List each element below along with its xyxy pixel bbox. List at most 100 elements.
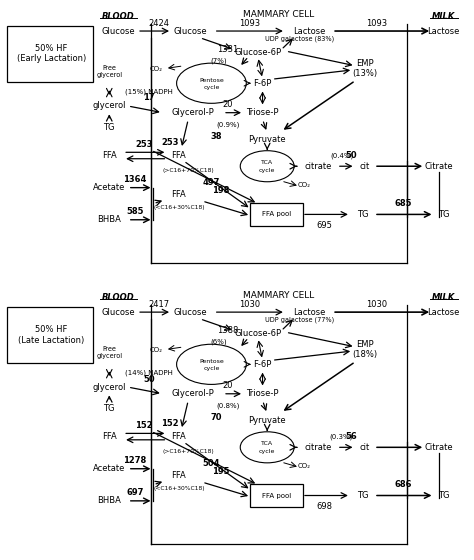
- Text: MILK: MILK: [432, 12, 456, 21]
- Text: MAMMARY CELL: MAMMARY CELL: [243, 291, 314, 300]
- Text: 2424: 2424: [149, 18, 170, 27]
- Text: Triose-P: Triose-P: [246, 108, 279, 117]
- Text: 20: 20: [222, 100, 233, 109]
- Text: TG: TG: [103, 404, 115, 413]
- FancyBboxPatch shape: [250, 484, 303, 507]
- Text: 2417: 2417: [149, 300, 170, 309]
- Text: 1388: 1388: [217, 326, 238, 335]
- Text: 695: 695: [316, 221, 332, 230]
- Text: 50: 50: [143, 375, 155, 384]
- Text: CO₂: CO₂: [298, 182, 311, 188]
- Text: (6%): (6%): [210, 338, 227, 345]
- Text: UDP galactose (77%): UDP galactose (77%): [265, 317, 334, 324]
- Text: cycle: cycle: [259, 168, 275, 172]
- Text: TG: TG: [356, 210, 368, 219]
- Text: 17: 17: [143, 94, 155, 102]
- Text: TCA: TCA: [261, 160, 273, 165]
- Text: 497: 497: [203, 178, 220, 187]
- Text: Lactose: Lactose: [428, 26, 460, 35]
- Text: 1030: 1030: [239, 300, 260, 309]
- Text: (15%) NADPH: (15%) NADPH: [125, 88, 173, 95]
- Text: (0.4%): (0.4%): [330, 152, 353, 159]
- Text: (<C16+30%C18): (<C16+30%C18): [153, 205, 205, 210]
- Text: Glucose: Glucose: [102, 307, 136, 316]
- Text: (0.9%): (0.9%): [216, 122, 239, 128]
- Text: UDP galactose (83%): UDP galactose (83%): [265, 36, 334, 43]
- Text: F-6P: F-6P: [254, 79, 272, 88]
- Text: (>C16+70%C18): (>C16+70%C18): [163, 449, 214, 454]
- Text: 1331: 1331: [217, 45, 238, 54]
- Text: MILK: MILK: [432, 293, 456, 302]
- Text: Pyruvate: Pyruvate: [248, 416, 286, 425]
- Text: Glucose-6P: Glucose-6P: [234, 48, 282, 57]
- Text: Free
glycerol: Free glycerol: [96, 65, 122, 78]
- Text: FFA: FFA: [102, 151, 117, 160]
- Text: glycerol: glycerol: [92, 382, 126, 391]
- Text: MAMMARY CELL: MAMMARY CELL: [243, 10, 314, 18]
- Text: 504: 504: [203, 459, 220, 468]
- Text: EMP
(18%): EMP (18%): [352, 340, 377, 360]
- Text: Lactose: Lactose: [428, 307, 460, 316]
- Text: 50% HF
(Late Lactation): 50% HF (Late Lactation): [18, 325, 84, 344]
- Text: 1093: 1093: [239, 18, 260, 27]
- Text: 698: 698: [316, 502, 332, 511]
- Text: 20: 20: [222, 381, 233, 390]
- Text: Glycerol-P: Glycerol-P: [172, 389, 214, 398]
- Text: (7%): (7%): [210, 57, 227, 64]
- Text: BLOOD: BLOOD: [102, 293, 135, 302]
- Text: 152: 152: [135, 422, 153, 431]
- Text: (>C16+70%C18): (>C16+70%C18): [163, 168, 214, 172]
- Text: Acetate: Acetate: [93, 464, 126, 473]
- Text: TG: TG: [438, 210, 449, 219]
- Text: 152: 152: [161, 419, 178, 428]
- Text: 38: 38: [210, 132, 222, 141]
- Text: BHBA: BHBA: [97, 215, 121, 224]
- Text: 195: 195: [212, 467, 229, 476]
- Text: citrate: citrate: [305, 443, 332, 452]
- FancyBboxPatch shape: [7, 26, 93, 82]
- Text: Pentose: Pentose: [199, 358, 224, 363]
- Text: cit: cit: [360, 162, 370, 171]
- Text: FFA: FFA: [102, 432, 117, 441]
- Text: Acetate: Acetate: [93, 183, 126, 192]
- Text: TCA: TCA: [261, 441, 273, 446]
- Text: FFA: FFA: [172, 190, 186, 199]
- Text: 697: 697: [126, 488, 144, 497]
- Text: Triose-P: Triose-P: [246, 389, 279, 398]
- Text: (14%) NADPH: (14%) NADPH: [125, 369, 173, 376]
- Text: (0.8%): (0.8%): [216, 403, 239, 409]
- Text: FFA pool: FFA pool: [262, 212, 291, 217]
- Text: 50: 50: [345, 151, 356, 160]
- Text: Glucose: Glucose: [174, 307, 207, 316]
- Text: cycle: cycle: [203, 85, 219, 90]
- Text: (0.3%): (0.3%): [330, 433, 353, 440]
- Text: CO₂: CO₂: [298, 463, 311, 469]
- Text: (<C16+30%C18): (<C16+30%C18): [153, 486, 205, 491]
- Text: glycerol: glycerol: [92, 101, 126, 110]
- Text: 685: 685: [394, 199, 412, 208]
- Text: cycle: cycle: [259, 449, 275, 454]
- Text: CO₂: CO₂: [149, 66, 162, 72]
- Text: Citrate: Citrate: [425, 162, 453, 171]
- Text: Glycerol-P: Glycerol-P: [172, 108, 214, 117]
- Text: 50% HF
(Early Lactation): 50% HF (Early Lactation): [17, 44, 86, 63]
- Text: 1364: 1364: [123, 175, 146, 184]
- Text: 253: 253: [161, 138, 178, 147]
- Text: BLOOD: BLOOD: [102, 12, 135, 21]
- Text: FFA: FFA: [172, 471, 186, 480]
- Text: BHBA: BHBA: [97, 496, 121, 505]
- Text: 585: 585: [126, 207, 144, 216]
- Text: FFA pool: FFA pool: [262, 492, 291, 498]
- Text: 198: 198: [212, 186, 229, 195]
- FancyBboxPatch shape: [7, 307, 93, 363]
- Text: TG: TG: [103, 123, 115, 132]
- Text: TG: TG: [356, 491, 368, 500]
- Text: Lactose: Lactose: [293, 307, 325, 316]
- Text: TG: TG: [438, 491, 449, 500]
- Text: 686: 686: [394, 480, 412, 489]
- Text: citrate: citrate: [305, 162, 332, 171]
- Text: 1278: 1278: [123, 456, 146, 465]
- Text: Free
glycerol: Free glycerol: [96, 346, 122, 359]
- Text: cit: cit: [360, 443, 370, 452]
- Text: Glucose-6P: Glucose-6P: [234, 329, 282, 338]
